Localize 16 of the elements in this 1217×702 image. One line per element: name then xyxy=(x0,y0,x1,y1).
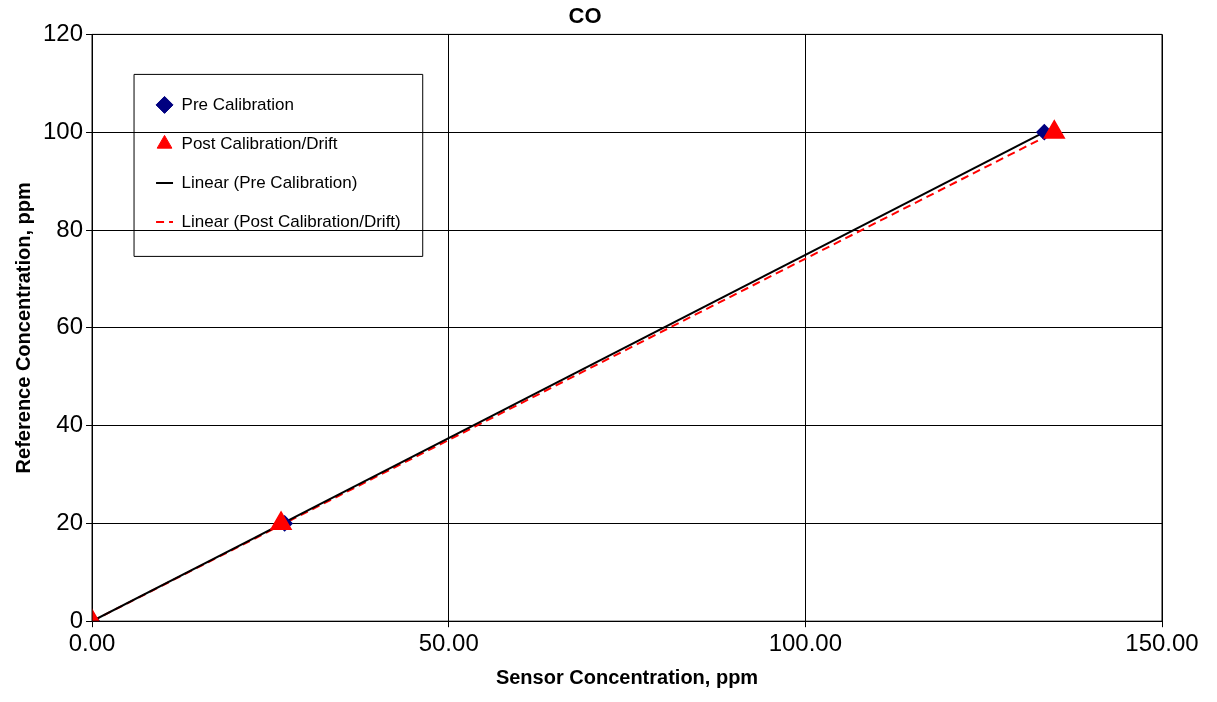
y-tick-label: 20 xyxy=(56,508,84,536)
legend-label: Linear (Pre Calibration) xyxy=(181,172,358,192)
legend-label: Pre Calibration xyxy=(181,94,294,114)
y-tick-label: 80 xyxy=(56,214,84,242)
y-tick-label: 40 xyxy=(56,410,84,438)
y-axis-title: Reference Concentration, ppm xyxy=(11,182,34,474)
x-tick-label: 50.00 xyxy=(418,629,479,657)
x-tick-label: 100.00 xyxy=(768,629,843,657)
legend-label: Linear (Post Calibration/Drift) xyxy=(181,211,401,231)
x-tick-label: 150.00 xyxy=(1125,629,1199,657)
y-tick-label: 100 xyxy=(43,116,84,144)
legend-label: Post Calibration/Drift xyxy=(181,133,338,153)
x-axis-title: Sensor Concentration, ppm xyxy=(495,665,759,688)
chart-title: CO xyxy=(568,3,602,29)
y-tick-label: 120 xyxy=(43,19,84,47)
y-tick-label: 60 xyxy=(56,312,84,340)
